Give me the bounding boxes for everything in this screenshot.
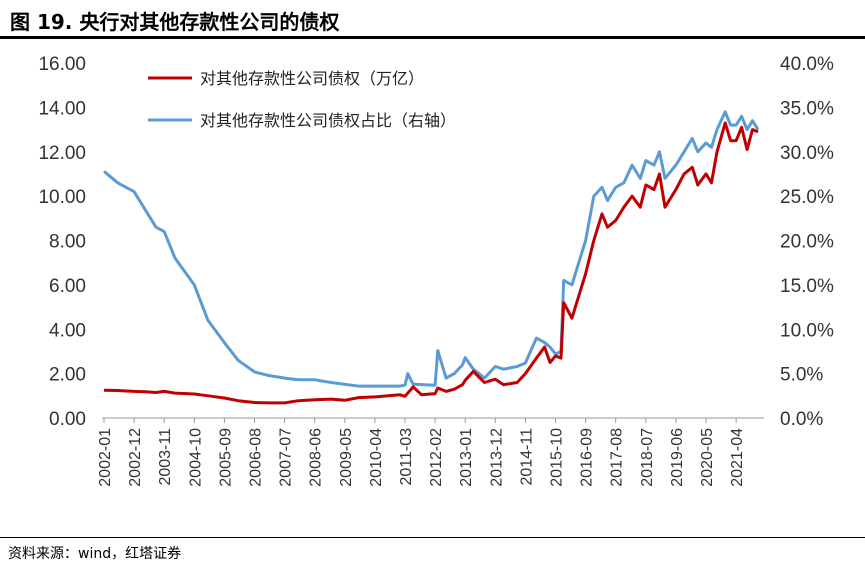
right-axis-tick-label: 25.0% [780, 187, 834, 208]
legend: 对其他存款性公司债权（万亿） 对其他存款性公司债权占比（右轴） [148, 69, 456, 130]
x-axis-tick-label: 2003-11 [157, 428, 174, 486]
source-note: 资料来源：wind，红塔证券 [8, 546, 182, 562]
right-axis-tick-label: 0.0% [780, 409, 823, 430]
left-axis-tick-label: 2.00 [49, 365, 86, 386]
x-axis-tick-label: 2020-05 [699, 428, 716, 487]
x-axis-tick-label: 2013-01 [458, 428, 475, 487]
left-axis-tick-label: 10.00 [38, 187, 86, 208]
x-axis-tick-label: 2002-01 [97, 428, 114, 487]
footer-divider [0, 537, 865, 538]
x-axis-tick-label: 2015-10 [549, 428, 566, 487]
x-axis-tick-label: 2010-04 [368, 428, 385, 487]
title-divider [0, 36, 865, 39]
left-axis-tick-label: 14.00 [38, 98, 86, 119]
left-axis-tick-label: 8.00 [49, 232, 86, 253]
x-axis-tick-label: 2021-04 [729, 428, 746, 487]
x-axis-tick-label: 2017-08 [609, 428, 626, 487]
right-axis-tick-label: 10.0% [780, 320, 834, 341]
right-axis-tick-label: 20.0% [780, 232, 834, 253]
series-layer [103, 110, 760, 405]
x-axis-tick-label: 2016-09 [579, 428, 596, 487]
left-axis-ticks: 0.00 2.00 4.00 6.00 8.00 10.00 12.00 14.00 16.00 [38, 54, 86, 430]
x-axis-tick-label: 2011-03 [398, 428, 415, 486]
chart-title: 图 19. 央行对其他存款性公司的债权 [10, 10, 340, 34]
x-axis-tick-label: 2006-08 [248, 428, 265, 487]
right-axis-tick-label: 40.0% [780, 54, 834, 75]
x-axis-tick-label: 2004-10 [187, 428, 204, 487]
legend-label: 对其他存款性公司债权（万亿） [200, 69, 424, 88]
x-axis-tick-label: 2019-06 [669, 428, 686, 487]
x-axis-tick-label: 2005-09 [217, 428, 234, 487]
left-axis-tick-label: 0.00 [49, 409, 86, 430]
x-axis-tick-label: 2002-12 [127, 428, 144, 487]
left-axis-tick-label: 16.00 [38, 54, 86, 75]
series-line-claims [103, 121, 759, 405]
x-axis-ticks: 2002-01 2002-12 2003-11 2004-10 2005-09 2006-… [97, 418, 746, 487]
right-axis-tick-label: 5.0% [780, 365, 823, 386]
left-axis-tick-label: 12.00 [38, 143, 86, 164]
x-axis-tick-label: 2014-11 [518, 428, 535, 486]
right-axis-ticks: 0.0% 5.0% 10.0% 15.0% 20.0% 25.0% 30.0% 35.0% 40… [780, 54, 834, 430]
right-axis-tick-label: 35.0% [780, 98, 834, 119]
x-axis-tick-label: 2013-12 [488, 428, 505, 487]
legend-label: 对其他存款性公司债权占比（右轴） [200, 111, 456, 130]
right-axis-tick-label: 30.0% [780, 143, 834, 164]
right-axis-tick-label: 15.0% [780, 276, 834, 297]
x-axis-tick-label: 2018-07 [639, 428, 656, 487]
series-line-share [103, 110, 760, 388]
x-axis-tick-label: 2012-02 [428, 428, 445, 487]
x-axis-tick-label: 2008-06 [308, 428, 325, 487]
left-axis-tick-label: 6.00 [49, 276, 86, 297]
x-axis-tick-label: 2009-05 [338, 428, 355, 487]
left-axis-tick-label: 4.00 [49, 320, 86, 341]
x-axis-tick-label: 2007-07 [278, 428, 295, 487]
